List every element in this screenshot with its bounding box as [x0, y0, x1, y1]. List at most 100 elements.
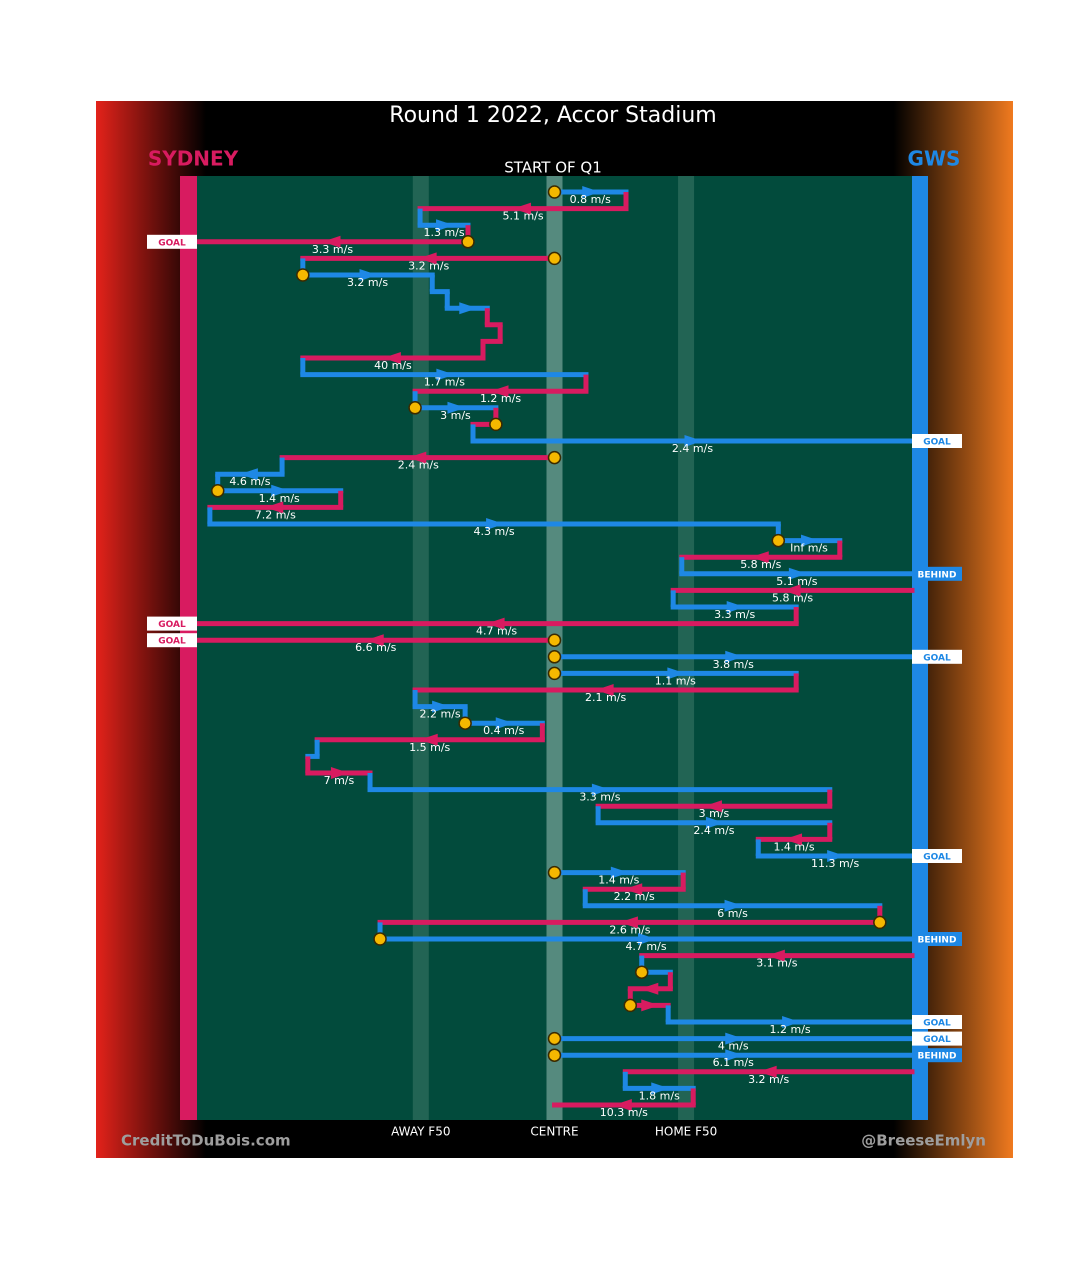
speed-label: 1.7 m/s: [424, 376, 465, 389]
result-label: GOAL: [923, 1035, 951, 1045]
possession-marker: [547, 185, 562, 199]
result-label: GOAL: [923, 1019, 951, 1029]
arrow-head: [436, 368, 455, 381]
possession-marker: [873, 915, 887, 930]
speed-label: 0.4 m/s: [483, 724, 524, 737]
team-name: GWS: [908, 147, 961, 171]
speed-label: Inf m/s: [790, 542, 828, 555]
x-tick-label: CENTRE: [530, 1125, 578, 1139]
arrow-head: [359, 269, 378, 281]
arrow-head: [330, 767, 349, 779]
arrow-head: [784, 833, 803, 846]
speed-label: 3.2 m/s: [748, 1073, 789, 1086]
speed-label: 4 m/s: [718, 1040, 749, 1053]
possession-marker: [461, 235, 475, 249]
speed-label: 10.3 m/s: [600, 1106, 648, 1119]
possession-marker: [547, 865, 562, 880]
result-box: [147, 616, 197, 631]
arrow-head: [447, 401, 466, 414]
result-label: GOAL: [923, 438, 951, 448]
arrow-head: [322, 235, 341, 248]
result-box: [147, 633, 197, 648]
arrow-head: [725, 1049, 744, 1062]
result-box: [912, 932, 962, 946]
possession-marker: [623, 998, 638, 1013]
speed-label: 2.6 m/s: [609, 923, 650, 936]
chain: [194, 186, 915, 1111]
arrow-head: [365, 634, 384, 647]
arrow-head: [725, 1032, 744, 1045]
speed-label: 1.3 m/s: [423, 226, 464, 239]
arrow-head: [265, 501, 284, 514]
arrow-head: [638, 933, 657, 945]
speed-label: 7 m/s: [324, 774, 355, 787]
speed-label: 3.3 m/s: [714, 608, 755, 621]
speed-label: 2.4 m/s: [693, 824, 734, 837]
arrow-head: [724, 899, 743, 912]
credit: @BreeseEmlyn: [861, 1132, 986, 1150]
speed-label: 6.1 m/s: [713, 1056, 754, 1069]
credit: CreditToDuBois.com: [121, 1132, 291, 1150]
arrow-head: [619, 916, 638, 929]
arrow-head: [486, 617, 505, 630]
result-label: GOAL: [158, 620, 186, 630]
arrow-head: [432, 700, 451, 713]
possession-marker: [210, 484, 225, 498]
arrow-head: [750, 551, 769, 564]
arrow-head: [651, 1082, 670, 1095]
possession-marker: [458, 716, 472, 730]
arrow-head: [758, 1065, 777, 1078]
arrow-head: [419, 733, 438, 746]
speed-label: 3.2 m/s: [408, 259, 449, 272]
speed-label: 2.4 m/s: [398, 459, 439, 472]
speed-label: 3.1 m/s: [756, 957, 797, 970]
field-line: [678, 176, 695, 1120]
x-tick-label: HOME F50: [655, 1125, 717, 1139]
arrow-head: [591, 783, 610, 796]
speed-label: 1.2 m/s: [480, 392, 521, 405]
arrow-head: [459, 302, 478, 315]
arrow-head: [782, 584, 801, 597]
possession-marker: [373, 932, 387, 946]
field-line: [412, 176, 429, 1120]
result-label: GOAL: [158, 238, 186, 248]
result-label: BEHIND: [918, 570, 957, 580]
arrow-head: [486, 518, 505, 530]
speed-label: 0.8 m/s: [570, 193, 611, 206]
speed-label: 4.6 m/s: [229, 475, 270, 488]
arrow-head: [726, 601, 745, 613]
speed-label: 3.3 m/s: [579, 791, 620, 804]
speed-label: 1.4 m/s: [259, 492, 300, 505]
speed-label: 1.4 m/s: [598, 874, 639, 887]
result-box: [912, 649, 962, 664]
result-label: GOAL: [923, 653, 951, 663]
field-line: [546, 176, 563, 1120]
possession-marker: [408, 401, 422, 415]
arrow-head: [582, 186, 601, 198]
speed-label: 6.6 m/s: [355, 641, 396, 654]
goal-bar: [912, 176, 928, 1120]
result-box: [912, 849, 962, 863]
arrow-head: [725, 650, 744, 663]
speed-label: 3 m/s: [440, 409, 471, 422]
arrow-head: [641, 999, 660, 1012]
speed-label: 2.2 m/s: [420, 708, 461, 721]
speed-label: 2.2 m/s: [614, 890, 655, 903]
arrow-head: [827, 850, 846, 862]
possession-marker: [547, 650, 562, 664]
speed-label: 1.8 m/s: [639, 1089, 680, 1102]
arrow-head: [513, 202, 532, 215]
team-name: SYDNEY: [148, 147, 239, 171]
possession-marker: [547, 450, 562, 465]
arrow-head: [595, 684, 614, 696]
speed-label: 2.1 m/s: [585, 691, 626, 704]
arrow-head: [490, 385, 509, 398]
speed-label: 40 m/s: [374, 359, 412, 372]
arrow-head: [408, 451, 427, 464]
arrow-head: [667, 667, 686, 680]
speed-label: 3.8 m/s: [713, 658, 754, 671]
arrow-head: [801, 534, 820, 547]
possession-marker: [547, 633, 562, 647]
arrow-head: [624, 883, 643, 896]
